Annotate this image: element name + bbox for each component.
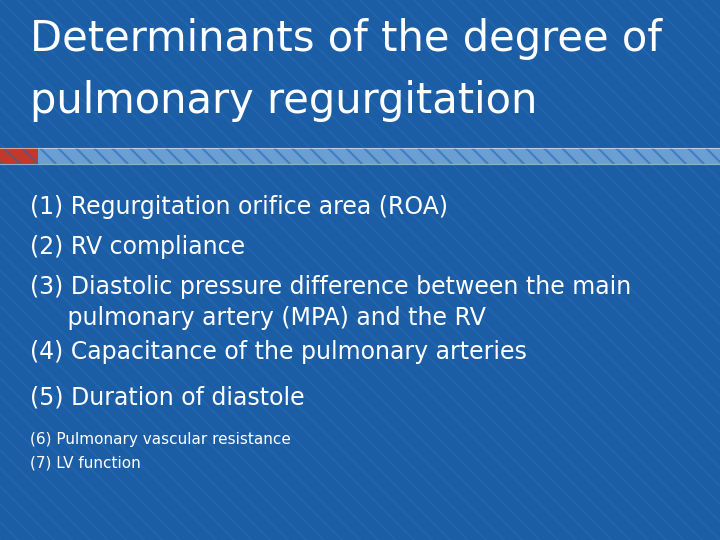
Text: pulmonary regurgitation: pulmonary regurgitation [30,80,537,122]
Text: (4) Capacitance of the pulmonary arteries: (4) Capacitance of the pulmonary arterie… [30,340,527,364]
Text: (6) Pulmonary vascular resistance: (6) Pulmonary vascular resistance [30,432,291,447]
Text: (5) Duration of diastole: (5) Duration of diastole [30,385,305,409]
Text: (3) Diastolic pressure difference between the main
     pulmonary artery (MPA) a: (3) Diastolic pressure difference betwee… [30,275,631,329]
Text: (7) LV function: (7) LV function [30,456,140,471]
Bar [0,148,720,164]
Bar [0,148,38,164]
Text: Determinants of the degree of: Determinants of the degree of [30,18,662,60]
Text: (2) RV compliance: (2) RV compliance [30,235,245,259]
Text: (1) Regurgitation orifice area (ROA): (1) Regurgitation orifice area (ROA) [30,195,448,219]
